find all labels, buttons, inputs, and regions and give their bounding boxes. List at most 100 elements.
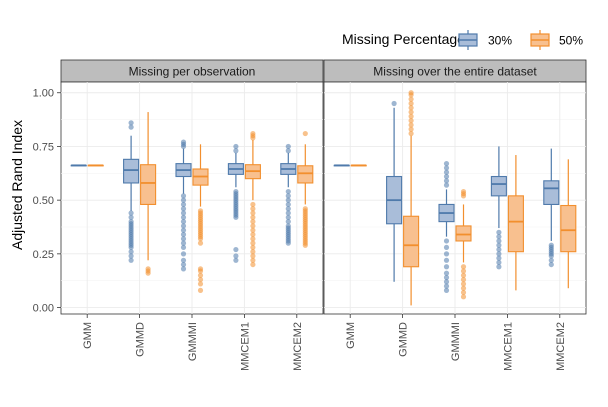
outlier-point [460,272,467,278]
outlier-point [285,206,291,212]
box-mmcem1-50 [244,130,261,268]
outlier-point [250,201,256,208]
outlier-point [250,223,256,229]
box-mmcem2-50 [297,130,314,248]
outlier-point [128,210,134,216]
outlier-point [443,169,450,175]
box-body [490,175,507,197]
outlier-point [180,227,187,233]
box-mmcem2-30 [280,143,297,246]
outlier-point [285,197,291,203]
box-mmcem1-30 [227,143,244,263]
outlier-point [460,264,467,270]
box-gmmd-50 [403,90,420,306]
outlier-point [548,253,554,259]
outlier-point [460,281,467,287]
panel-title-left: Missing per observation [129,65,256,79]
panel-title-right: Missing over the entire dataset [373,65,537,79]
outlier-point [443,251,450,257]
box-body [507,195,524,253]
outlier-point [180,231,187,238]
y-tick-label: 1.00 [33,88,54,100]
y-axis-title: Adjusted Rand Index [9,120,25,250]
outlier-point [250,244,256,251]
x-tick-label: MMCEM1 [239,322,251,371]
outlier-point [285,214,291,220]
outlier-point [460,193,467,199]
x-tick-label: MMCEM1 [502,322,514,371]
outlier-point [128,120,134,126]
box-body [297,165,314,184]
outlier-point [250,236,256,242]
outlier-point [180,219,187,225]
outlier-point [496,229,502,235]
y-tick-label: 0.25 [33,249,54,261]
legend: Missing Percentage 30% 50% [342,30,583,50]
outlier-point [233,143,239,150]
outlier-point [197,281,204,287]
outlier-point [128,253,134,259]
x-tick-label: GMMD [398,322,410,357]
outlier-point [443,287,450,293]
outlier-point [197,268,204,274]
box-gmmd-50 [140,112,157,276]
outlier-point [408,126,414,132]
outlier-point [180,206,187,212]
outlier-point [285,188,291,195]
legend-item-50: 50% [530,30,583,50]
outlier-point [197,236,204,242]
legend-label-30: 30% [488,34,512,48]
outlier-point [180,244,187,251]
outlier-point [391,100,397,107]
outlier-point [285,143,291,150]
y-tick-label: 0.50 [33,195,54,207]
outlier-point [460,277,467,283]
outlier-point [180,257,187,263]
gridlines [61,82,323,314]
outlier-point [443,182,450,188]
outlier-point [180,223,187,229]
box-gmm-30 [70,164,87,167]
box-body [403,215,420,268]
outlier-point [250,219,256,225]
outlier-point [128,214,134,220]
outlier-point [180,251,187,257]
outlier-point [443,165,450,171]
panel-right [323,81,587,315]
outlier-point [302,242,308,248]
outlier-point [250,135,256,141]
panel-strip-left: Missing per observation [60,59,324,83]
outlier-point [408,100,414,107]
outlier-point [180,143,187,150]
outlier-point [128,244,134,251]
outlier-point [180,201,187,208]
outlier-point [443,279,450,285]
box-body [123,158,140,184]
outlier-point [250,214,256,220]
box-gmmd-30 [123,120,140,263]
outlier-point [250,240,256,246]
outlier-point [128,249,134,255]
outlier-point [548,257,554,263]
outlier-point [548,261,554,268]
box-gmmmi-30 [438,161,455,293]
x-tick-label: GMM [82,322,94,349]
panel-left [60,81,324,315]
outlier-point [285,148,291,154]
y-tick-label: 0.75 [33,141,54,153]
outlier-point [302,130,308,137]
outlier-point [443,244,450,251]
outlier-point [250,249,256,255]
outlier-point [443,238,450,244]
box-body [543,180,560,205]
outlier-point [460,285,467,291]
gridlines [324,82,586,314]
box-gmm-50 [87,164,104,167]
outlier-point [233,257,239,263]
outlier-point [496,264,502,270]
outlier-point [250,227,256,233]
outlier-point [233,148,239,154]
box-body [140,164,157,205]
outlier-point [408,96,414,102]
outlier-point [443,270,450,276]
